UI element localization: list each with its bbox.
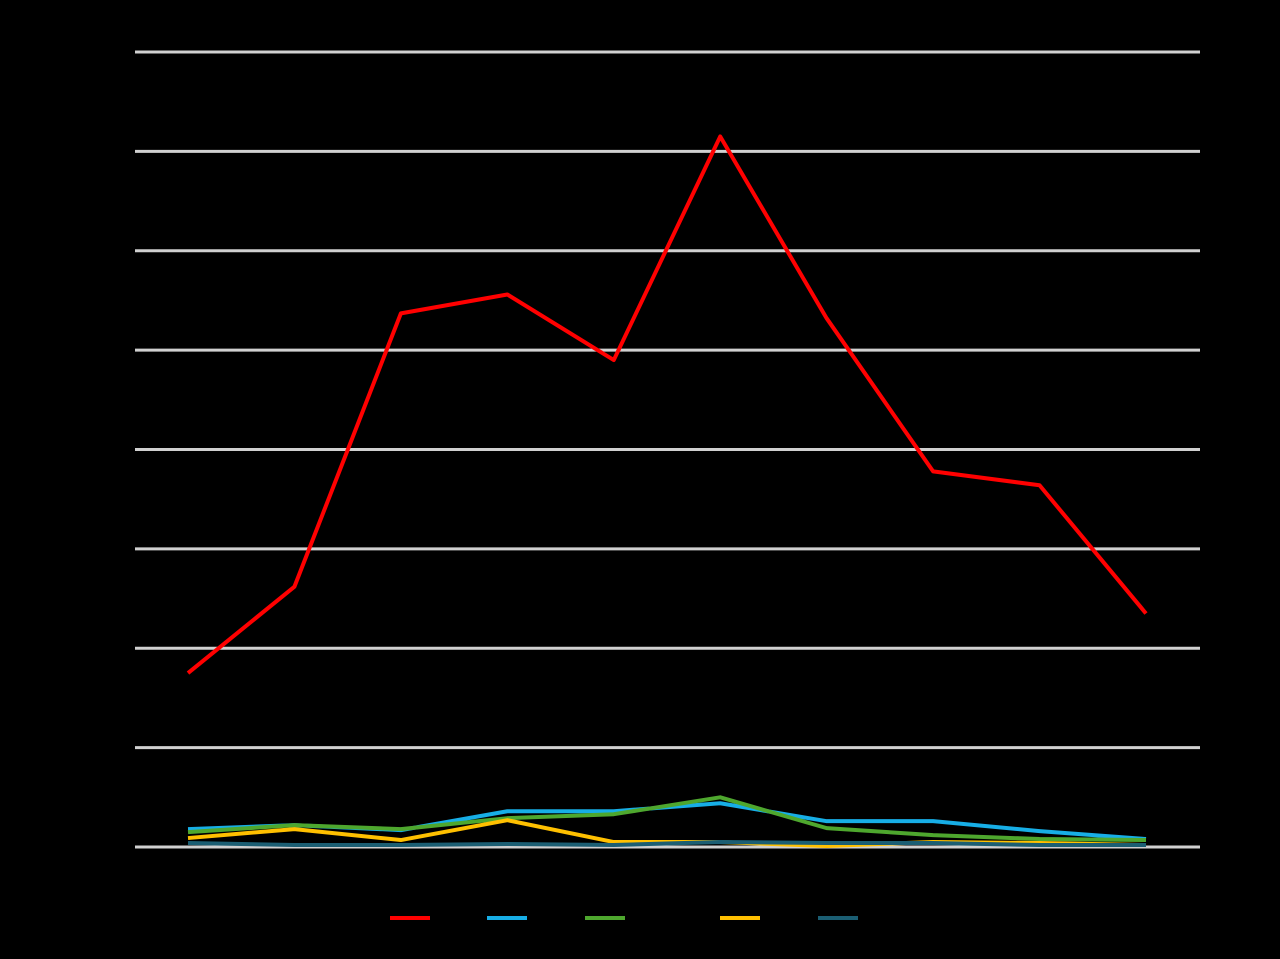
series-line [187,795,1147,843]
series-line [186,134,1148,675]
series-line [187,840,1146,848]
